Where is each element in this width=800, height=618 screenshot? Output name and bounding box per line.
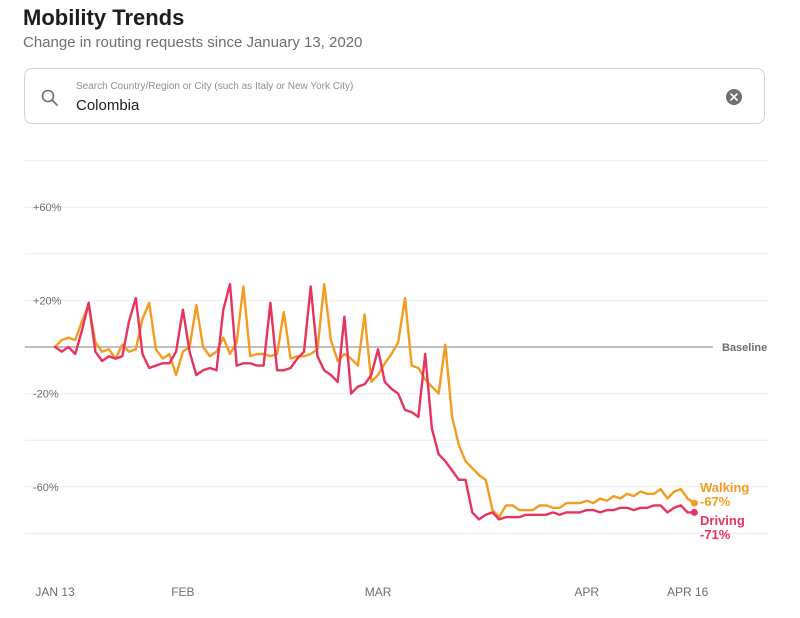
end-point-driving (690, 508, 698, 516)
y-tick-label: -60% (33, 482, 59, 494)
x-tick-label: APR (574, 585, 599, 599)
x-tick-label: APR 16 (667, 585, 709, 599)
x-tick-label: MAR (365, 585, 392, 599)
y-tick-label: +60% (33, 202, 62, 214)
x-tick-label: JAN 13 (35, 585, 75, 599)
chart-svg: Baseline +60% +20% -20% -60% JAN 13 FEB MAR APR A… (25, 160, 768, 599)
y-tick-label: -20% (33, 389, 59, 401)
end-point-walking (690, 499, 698, 507)
legend-driving-name: Driving (700, 513, 745, 528)
search-icon (41, 89, 59, 107)
series-line-driving (53, 282, 696, 521)
page-subtitle: Change in routing requests since January… (23, 34, 363, 51)
series-line-walking (53, 282, 696, 519)
search-placeholder: Search Country/Region or City (such as I… (76, 81, 354, 92)
legend-driving-value: -71% (700, 527, 731, 542)
baseline-label: Baseline (722, 342, 767, 354)
search-box[interactable]: Search Country/Region or City (such as I… (24, 68, 765, 124)
search-input[interactable]: Colombia (76, 97, 140, 114)
legend-walking-value: -67% (700, 494, 731, 509)
legend-walking-name: Walking (700, 480, 749, 495)
x-tick-label: FEB (171, 585, 194, 599)
mobility-chart: Baseline +60% +20% -20% -60% JAN 13 FEB MAR APR A… (0, 130, 800, 613)
clear-icon[interactable] (726, 89, 742, 105)
page-title: Mobility Trends (23, 5, 185, 30)
y-tick-label: +20% (33, 295, 62, 307)
